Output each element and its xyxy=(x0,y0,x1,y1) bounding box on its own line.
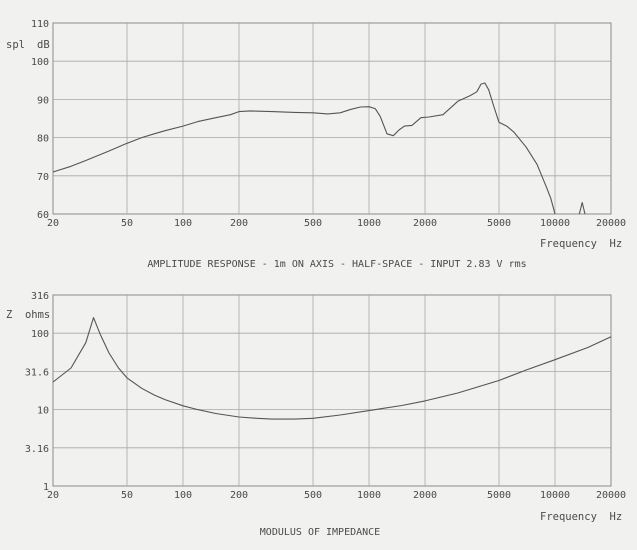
amplitude-grid xyxy=(52,22,612,215)
amplitude-xlabel: Frequency Hz xyxy=(540,238,622,250)
impedance-series-line-0 xyxy=(52,317,612,420)
impedance-grid xyxy=(52,294,612,487)
impedance-x-tick-label: 1000 xyxy=(357,490,381,501)
impedance-y-tick-label: 100 xyxy=(31,329,49,340)
amplitude-x-tick-label: 50 xyxy=(121,218,133,229)
amplitude-y-tick-label: 90 xyxy=(37,95,49,106)
impedance-y-ticks: 1 3.16 10 31.6 100 316 xyxy=(25,291,49,493)
impedance-y-tick-label: 10 xyxy=(37,406,49,417)
amplitude-plot-frame xyxy=(52,22,612,215)
amplitude-y-tick-label: 100 xyxy=(31,57,49,68)
amplitude-x-tick-label: 20 xyxy=(47,218,59,229)
impedance-plot-frame xyxy=(52,294,612,487)
amplitude-y-tick-label: 110 xyxy=(31,19,49,30)
amplitude-title: AMPLITUDE RESPONSE - 1m ON AXIS - HALF-S… xyxy=(147,259,526,270)
amplitude-series xyxy=(52,82,586,215)
impedance-title: MODULUS OF IMPEDANCE xyxy=(260,527,380,538)
amplitude-series-line-1 xyxy=(578,201,586,215)
impedance-x-tick-label: 5000 xyxy=(487,490,511,501)
impedance-chart: 1 3.16 10 31.6 100 316 20 50 100 200 500 1000 2000 5… xyxy=(6,291,626,538)
amplitude-x-tick-label: 200 xyxy=(230,218,248,229)
impedance-x-tick-label: 200 xyxy=(230,490,248,501)
impedance-x-tick-label: 2000 xyxy=(413,490,437,501)
amplitude-y-tick-label: 60 xyxy=(37,210,49,221)
amplitude-ylabel-left: spl xyxy=(6,39,25,51)
amplitude-x-tick-label: 5000 xyxy=(487,218,511,229)
amplitude-y-tick-label: 70 xyxy=(37,172,49,183)
amplitude-y-tick-label: 80 xyxy=(37,134,49,145)
impedance-x-tick-label: 20 xyxy=(47,490,59,501)
amplitude-y-ticks: 60 70 80 90 100 110 xyxy=(31,19,49,221)
impedance-x-tick-label: 500 xyxy=(304,490,322,501)
impedance-xlabel: Frequency Hz xyxy=(540,511,622,523)
impedance-x-ticks: 20 50 100 200 500 1000 2000 5000 10000 20000 xyxy=(47,490,626,501)
impedance-y-tick-label: 316 xyxy=(31,291,49,302)
impedance-series xyxy=(52,317,612,420)
impedance-y-tick-label: 1 xyxy=(43,482,49,493)
amplitude-x-tick-label: 10000 xyxy=(540,218,570,229)
amplitude-series-line-0 xyxy=(52,82,556,215)
amplitude-ylabel-right: dB xyxy=(37,39,50,51)
impedance-x-tick-label: 50 xyxy=(121,490,133,501)
amplitude-response-chart: 60 70 80 90 100 110 20 50 100 200 500 1000 2000 5000… xyxy=(6,19,626,270)
impedance-y-tick-label: 3.16 xyxy=(25,444,49,455)
impedance-y-tick-label: 31.6 xyxy=(25,367,49,378)
amplitude-x-ticks: 20 50 100 200 500 1000 2000 5000 10000 20000 xyxy=(47,218,626,229)
impedance-ylabel: Z ohms xyxy=(6,309,50,321)
amplitude-x-tick-label: 1000 xyxy=(357,218,381,229)
impedance-x-tick-label: 20000 xyxy=(596,490,626,501)
amplitude-x-tick-label: 2000 xyxy=(413,218,437,229)
impedance-x-tick-label: 10000 xyxy=(540,490,570,501)
impedance-x-tick-label: 100 xyxy=(174,490,192,501)
amplitude-x-tick-label: 100 xyxy=(174,218,192,229)
amplitude-x-tick-label: 500 xyxy=(304,218,322,229)
amplitude-x-tick-label: 20000 xyxy=(596,218,626,229)
